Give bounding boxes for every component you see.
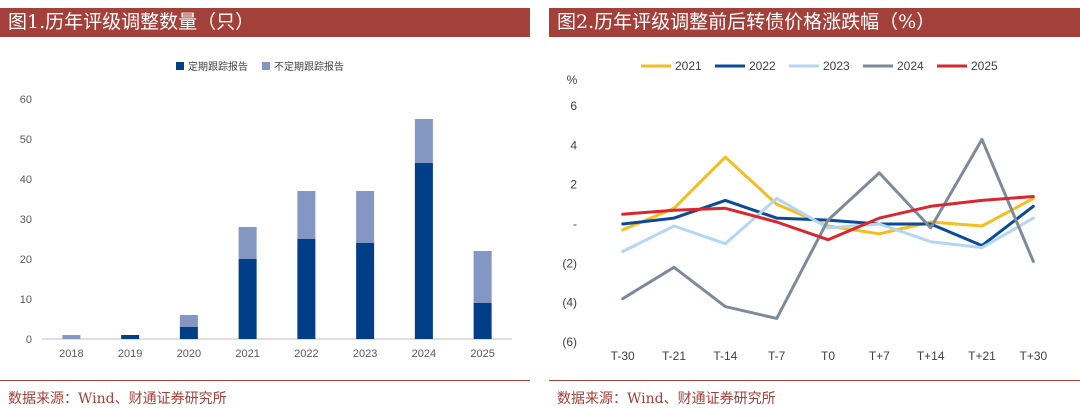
bar-segment-nonperiodic xyxy=(414,119,433,163)
x-tick-label: T-30 xyxy=(611,349,635,363)
legend-swatch xyxy=(176,62,184,70)
legend-label: 2024 xyxy=(897,59,924,73)
legend-label: 不定期跟踪报告 xyxy=(274,60,344,73)
y-unit-label: % xyxy=(567,73,578,87)
y-tick-label: (4) xyxy=(562,296,577,310)
y-tick-label: - xyxy=(573,217,577,231)
x-tick-label: 2020 xyxy=(177,348,201,360)
chart-panel-rating-adjustments: 图1.历年评级调整数量（只） 0 10 20 30 40 50 60 2018 2019 2020… xyxy=(0,8,530,408)
x-tick-label: T-21 xyxy=(662,349,686,363)
x-tick-label: 2023 xyxy=(353,348,377,360)
x-tick-label: 2021 xyxy=(235,348,259,360)
bar-segment-nonperiodic xyxy=(473,251,492,303)
series-line-2021 xyxy=(621,155,1035,236)
x-tick-label: 2024 xyxy=(412,348,436,360)
x-tick-label: T-7 xyxy=(768,349,786,363)
x-tick-label: 2025 xyxy=(470,348,494,360)
series-line-2025 xyxy=(621,195,1035,242)
divider xyxy=(0,380,530,381)
chart-title: 图1.历年评级调整数量（只） xyxy=(0,8,530,37)
bar-segment-nonperiodic xyxy=(356,191,375,243)
legend-label: 定期跟踪报告 xyxy=(188,60,248,73)
bar-segment-nonperiodic xyxy=(62,335,81,339)
y-tick-label: 2 xyxy=(570,178,577,192)
x-tick-label: 2018 xyxy=(59,348,83,360)
x-tick-label: 2022 xyxy=(294,348,318,360)
bar-segment-periodic xyxy=(356,243,375,339)
y-tick-label: 6 xyxy=(570,99,577,113)
y-tick-label: 0 xyxy=(26,334,32,346)
x-tick-label: T-14 xyxy=(713,349,737,363)
divider xyxy=(549,380,1080,381)
legend-label: 2021 xyxy=(675,59,702,73)
bar-segment-nonperiodic xyxy=(297,191,316,239)
legend-label: 2023 xyxy=(823,59,850,73)
legend-swatch xyxy=(262,62,270,70)
y-tick-label: (2) xyxy=(562,256,577,270)
x-tick-label: T+7 xyxy=(869,349,890,363)
y-tick-label: 40 xyxy=(20,174,32,186)
x-tick-label: 2019 xyxy=(118,348,142,360)
bar-segment-periodic xyxy=(473,303,492,339)
bar-segment-periodic xyxy=(414,163,433,339)
line-chart: % 6 4 2 - (2) (4) (6) T-30 T-21 T-14 T-7 T0 T+7 T+14 T+… xyxy=(562,59,1047,363)
y-tick-label: 20 xyxy=(20,254,32,266)
x-tick-label: T+14 xyxy=(917,349,945,363)
chart-panel-price-change: 图2.历年评级调整前后转债价格涨跌幅（%） % 6 4 2 - (2) (4) (6) T-30… xyxy=(549,8,1080,408)
y-tick-label: 10 xyxy=(20,294,32,306)
legend-label: 2025 xyxy=(971,59,998,73)
y-tick-label: 4 xyxy=(570,138,577,152)
bar-chart: 0 10 20 30 40 50 60 2018 2019 2020 2021 2022 2023 202… xyxy=(20,60,512,360)
source-note: 数据来源：Wind、财通证券研究所 xyxy=(557,391,776,407)
y-tick-label: 30 xyxy=(20,214,32,226)
legend-label: 2022 xyxy=(749,59,776,73)
bar-segment-periodic xyxy=(121,335,140,339)
chart-title: 图2.历年评级调整前后转债价格涨跌幅（%） xyxy=(549,8,1080,37)
x-tick-label: T+21 xyxy=(968,349,996,363)
y-tick-label: (6) xyxy=(562,335,577,349)
y-tick-label: 60 xyxy=(20,94,32,106)
series-line-2023 xyxy=(621,196,1035,253)
bar-segment-periodic xyxy=(297,239,316,339)
bar-segment-nonperiodic xyxy=(238,227,257,259)
x-tick-label: T+30 xyxy=(1019,349,1047,363)
bar-segment-nonperiodic xyxy=(179,315,198,327)
bar-segment-periodic xyxy=(179,327,198,339)
bar-segment-periodic xyxy=(238,259,257,339)
series-line-2024 xyxy=(621,137,1035,320)
x-tick-label: T0 xyxy=(821,349,835,363)
source-note: 数据来源：Wind、财通证券研究所 xyxy=(8,391,227,407)
y-tick-label: 50 xyxy=(20,134,32,146)
